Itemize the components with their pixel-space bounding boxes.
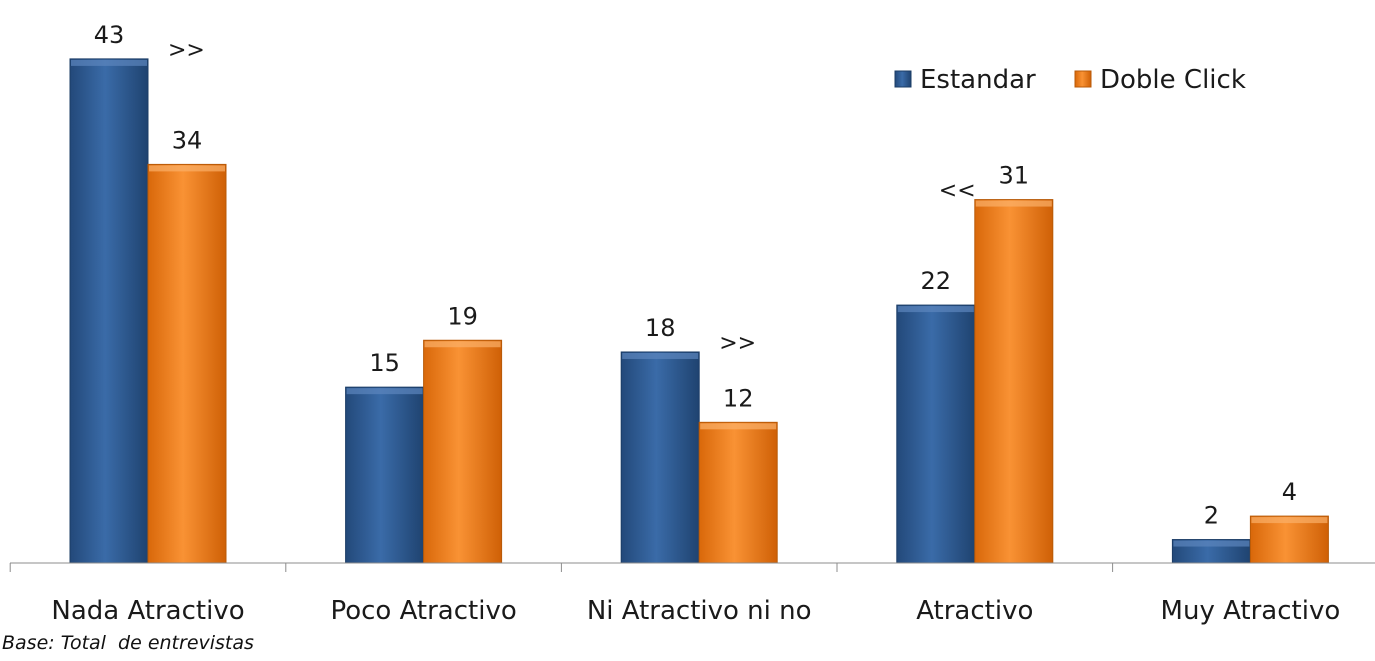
- x-axis: Nada Atractivo Poco Atractivo Ni Atractivo…: [9, 562, 1375, 626]
- value-label: 18: [645, 314, 676, 342]
- bars-layer: [69, 58, 1329, 564]
- bar-estandar-poco-atractivo: [345, 386, 425, 564]
- legend: Estandar Doble Click: [894, 65, 1246, 95]
- bar-doble-click-muy-atractivo: [1249, 515, 1329, 564]
- bar-estandar-atractivo: [896, 304, 976, 564]
- bar-doble-click-nada-atractivo: [147, 163, 227, 564]
- legend-label: Doble Click: [1100, 65, 1246, 95]
- value-label: 2: [1204, 502, 1219, 530]
- value-label: 12: [723, 384, 754, 412]
- category-label: Nada Atractivo: [51, 596, 244, 626]
- category-label: Poco Atractivo: [330, 596, 516, 626]
- bar-estandar-ni-atractivo-ni-no: [620, 351, 700, 564]
- value-label: 19: [447, 302, 478, 330]
- value-label: 4: [1282, 478, 1297, 506]
- legend-label: Estandar: [920, 65, 1036, 95]
- significance-marker: <<: [939, 179, 976, 204]
- significance-marker: >>: [168, 38, 205, 63]
- bar-estandar-nada-atractivo: [69, 58, 149, 564]
- legend-item-estandar: Estandar: [894, 65, 1036, 95]
- bar-doble-click-atractivo: [974, 199, 1054, 564]
- footnote: Base: Total de entrevistas: [2, 632, 254, 654]
- value-label: 34: [172, 126, 203, 154]
- value-labels-layer: 43 34 15 19 18 12 22 31 2 4 >> >> <<: [94, 21, 1297, 530]
- bar-doble-click-ni-atractivo-ni-no: [698, 421, 778, 564]
- significance-marker: >>: [719, 331, 756, 356]
- category-label: Atractivo: [916, 596, 1033, 626]
- value-label: 22: [921, 267, 952, 295]
- value-label: 15: [369, 349, 400, 377]
- category-label: Ni Atractivo ni no: [587, 596, 812, 626]
- legend-swatch: [894, 70, 912, 88]
- category-label: Muy Atractivo: [1161, 596, 1341, 626]
- value-label: 43: [94, 21, 125, 49]
- value-label: 31: [999, 162, 1030, 190]
- legend-swatch: [1074, 70, 1092, 88]
- legend-item-doble-click: Doble Click: [1074, 65, 1246, 95]
- bar-estandar-muy-atractivo: [1171, 539, 1251, 564]
- bar-doble-click-poco-atractivo: [423, 339, 503, 564]
